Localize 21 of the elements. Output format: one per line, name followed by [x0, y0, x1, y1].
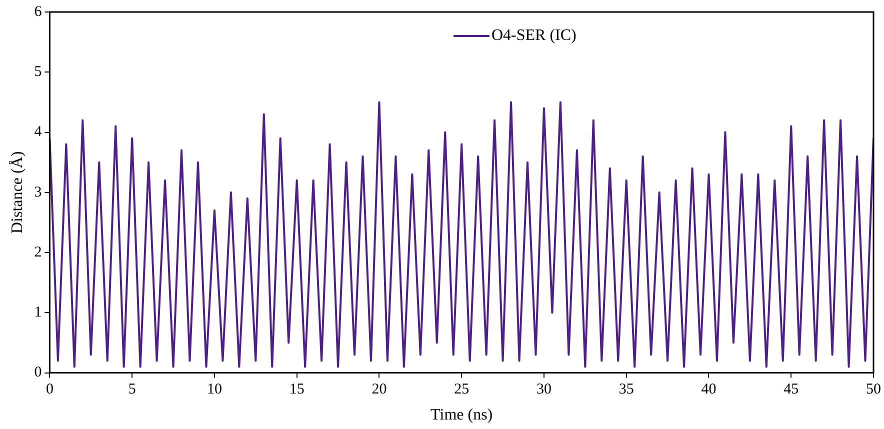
- x-tick-label: 25: [454, 382, 470, 398]
- x-tick-label: 40: [701, 382, 716, 398]
- y-tick-label: 1: [34, 304, 42, 321]
- y-tick-label: 2: [34, 244, 42, 260]
- y-tick-label: 4: [34, 124, 42, 140]
- x-tick-label: 35: [618, 382, 634, 398]
- y-tick-label: 3: [34, 184, 42, 200]
- x-tick-label: 20: [372, 382, 387, 398]
- y-tick-label: 6: [34, 4, 42, 20]
- x-tick-label: 5: [128, 382, 136, 398]
- x-tick-label: 15: [289, 382, 304, 398]
- x-tick-label: 0: [46, 382, 54, 398]
- x-tick-label: 45: [784, 382, 799, 398]
- y-tick-label: 0: [34, 364, 42, 381]
- x-tick-label: 10: [206, 382, 222, 398]
- y-axis-title: Distance (Å): [8, 151, 26, 234]
- y-tick-label: 5: [34, 64, 42, 80]
- x-tick-label: 30: [536, 382, 552, 398]
- x-tick-label: 50: [866, 382, 881, 398]
- x-axis-title: Time (ns): [430, 406, 493, 424]
- legend-label: O4-SER (IC): [492, 27, 576, 44]
